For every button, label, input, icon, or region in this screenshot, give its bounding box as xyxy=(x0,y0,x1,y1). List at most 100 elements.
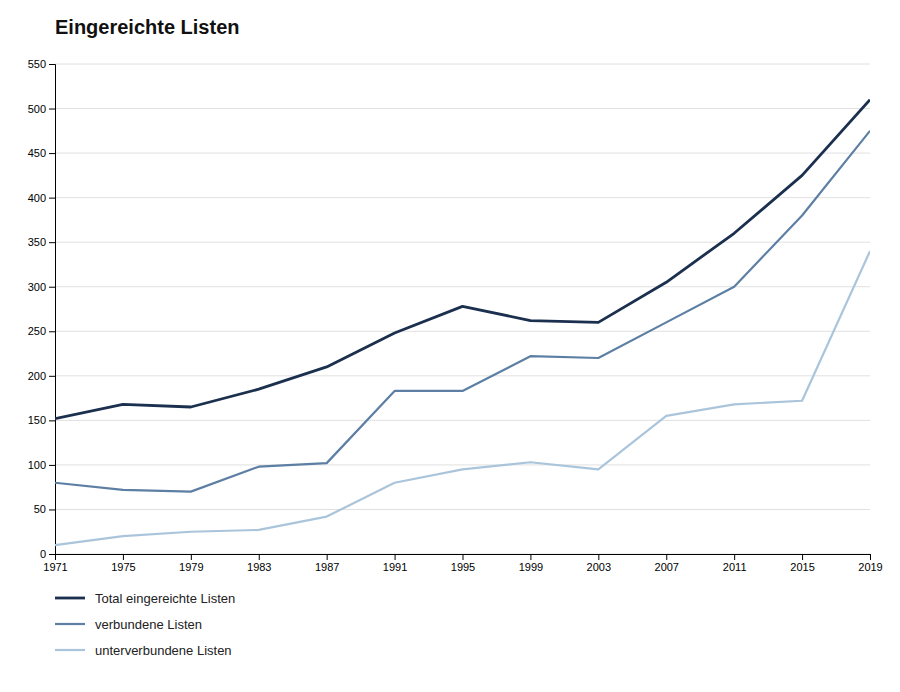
y-tick-mark xyxy=(49,64,55,65)
x-tick-label: 1991 xyxy=(383,561,407,573)
plot: 1971 1975 1979 1983 1987 1991 1995 1999 2003 2007… xyxy=(28,58,883,573)
grid-line xyxy=(55,509,870,510)
x-tick-label: 2019 xyxy=(858,561,882,573)
title: Eingereichte Listen xyxy=(55,16,240,38)
y-tick: 50 xyxy=(34,503,55,515)
y-tick-mark xyxy=(49,376,55,377)
x-tick-label: 2003 xyxy=(587,561,611,573)
grid-line xyxy=(55,242,870,243)
x-tick: 1975 xyxy=(111,554,135,573)
series-line xyxy=(55,251,870,545)
y-tick: 250 xyxy=(28,325,55,337)
grid-line xyxy=(55,153,870,154)
x-tick-label: 1983 xyxy=(247,561,271,573)
y-tick: 450 xyxy=(28,147,55,159)
x-tick: 1995 xyxy=(451,554,475,573)
x-tick-label: 1975 xyxy=(111,561,135,573)
y-tick-label: 200 xyxy=(28,370,46,382)
y-tick-label: 300 xyxy=(28,281,46,293)
y-tick-label: 250 xyxy=(28,325,46,337)
x-tick: 1991 xyxy=(383,554,407,573)
y-tick-mark xyxy=(49,242,55,243)
y-axis-line xyxy=(49,65,56,555)
grid xyxy=(55,64,870,554)
x-tick-label: 2015 xyxy=(790,561,814,573)
y-tick-label: 50 xyxy=(34,503,46,515)
x-tick-mark xyxy=(463,554,464,560)
y-tick-mark xyxy=(49,331,55,332)
x-tick-label: 1995 xyxy=(451,561,475,573)
y-tick-label: 100 xyxy=(28,459,46,471)
y-tick: 400 xyxy=(28,192,55,204)
grid-line xyxy=(55,197,870,198)
y-tick: 200 xyxy=(28,370,55,382)
x-tick-label: 1979 xyxy=(179,561,203,573)
x-tick-mark xyxy=(598,554,599,560)
x-tick-mark xyxy=(191,554,192,560)
x-tick: 1983 xyxy=(247,554,271,573)
y-axis: 0 50 100 150 200 250 300 350 400 450 500 550 xyxy=(28,58,56,560)
series-line xyxy=(55,131,870,492)
x-tick-label: 2011 xyxy=(723,561,747,573)
y-tick-label: 500 xyxy=(28,103,46,115)
x-tick: 2007 xyxy=(655,554,679,573)
y-tick-label: 350 xyxy=(28,236,46,248)
x-tick-mark xyxy=(530,554,531,560)
x-tick: 2011 xyxy=(723,554,747,573)
legend: Total eingereichte Listen verbundene List… xyxy=(55,591,235,658)
y-tick: 500 xyxy=(28,103,55,115)
x-tick-label: 1987 xyxy=(315,561,339,573)
chart: Eingereichte Listen197119751979198319871… xyxy=(0,0,900,692)
x-tick-mark xyxy=(123,554,124,560)
x-tick: 1971 xyxy=(43,554,67,573)
x-axis: 1971 1975 1979 1983 1987 1991 1995 1999 2003 2007… xyxy=(43,554,882,573)
legend-swatch xyxy=(55,597,85,600)
x-tick-mark xyxy=(734,554,735,560)
y-tick-mark xyxy=(49,287,55,288)
x-tick-label: 2007 xyxy=(655,561,679,573)
y-tick: 0 xyxy=(40,548,55,560)
y-tick-mark xyxy=(49,554,55,555)
legend-swatch xyxy=(55,649,85,651)
y-tick-mark xyxy=(49,153,55,154)
x-tick-mark xyxy=(327,554,328,560)
x-axis-line xyxy=(56,555,871,561)
grid-line xyxy=(55,286,870,287)
x-tick-mark xyxy=(802,554,803,560)
x-tick: 2019 xyxy=(858,554,882,573)
series-line xyxy=(55,100,870,419)
y-tick-mark xyxy=(49,109,55,110)
y-tick: 300 xyxy=(28,281,55,293)
legend-label: verbundene Listen xyxy=(95,617,202,632)
grid-line xyxy=(55,331,870,332)
y-tick: 550 xyxy=(28,58,55,70)
legend-item: unterverbundene Listen xyxy=(55,643,232,658)
grid-line xyxy=(55,420,870,421)
y-tick-label: 150 xyxy=(28,414,46,426)
y-tick: 350 xyxy=(28,236,55,248)
x-tick: 1999 xyxy=(519,554,543,573)
x-tick: 2015 xyxy=(790,554,814,573)
x-tick-label: 1971 xyxy=(43,561,67,573)
legend-item: Total eingereichte Listen xyxy=(55,591,235,606)
legend-label: unterverbundene Listen xyxy=(95,643,232,658)
y-tick-label: 450 xyxy=(28,147,46,159)
legend-swatch xyxy=(55,623,85,625)
x-tick: 1987 xyxy=(315,554,339,573)
y-tick-label: 0 xyxy=(40,548,46,560)
y-tick-mark xyxy=(49,465,55,466)
x-tick-mark xyxy=(870,554,871,560)
grid-line xyxy=(55,64,870,65)
y-tick-label: 550 xyxy=(28,58,46,70)
x-tick-mark xyxy=(259,554,260,560)
x-tick-label: 1999 xyxy=(519,561,543,573)
y-tick-label: 400 xyxy=(28,192,46,204)
x-tick-mark xyxy=(395,554,396,560)
y-tick: 150 xyxy=(28,414,55,426)
grid-line xyxy=(55,375,870,376)
legend-label: Total eingereichte Listen xyxy=(95,591,235,606)
x-tick: 1979 xyxy=(179,554,203,573)
y-tick-mark xyxy=(49,420,55,421)
y-tick-mark xyxy=(49,509,55,510)
x-tick-mark xyxy=(666,554,667,560)
